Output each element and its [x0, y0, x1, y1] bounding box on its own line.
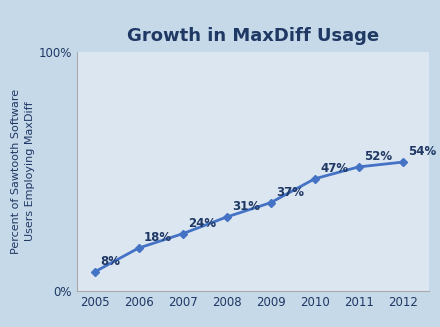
Y-axis label: Percent of Sawtooth Software
Users Employing MaxDiff: Percent of Sawtooth Software Users Emplo…: [11, 89, 35, 254]
Text: 47%: 47%: [320, 162, 348, 175]
Text: 18%: 18%: [144, 231, 172, 244]
Text: 31%: 31%: [232, 200, 260, 213]
Text: 54%: 54%: [408, 145, 436, 158]
Text: 52%: 52%: [364, 150, 392, 163]
Title: Growth in MaxDiff Usage: Growth in MaxDiff Usage: [127, 27, 379, 45]
Text: 37%: 37%: [276, 186, 304, 199]
Text: 24%: 24%: [188, 217, 216, 230]
Text: 8%: 8%: [100, 255, 120, 268]
